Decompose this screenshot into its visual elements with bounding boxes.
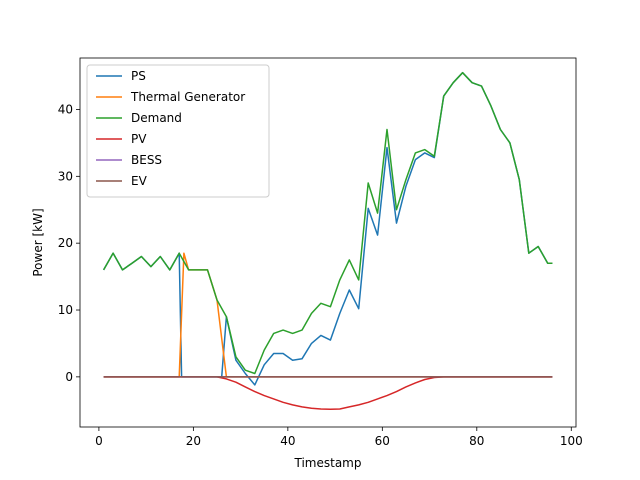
x-tick-label: 20 <box>186 434 201 448</box>
x-tick-label: 0 <box>95 434 103 448</box>
y-axis: 0 10 20 30 40 <box>58 102 80 384</box>
plot-frame <box>79 57 577 428</box>
series-layer <box>102 71 553 411</box>
y-tick-label: 40 <box>58 102 73 116</box>
y-tick-label: 30 <box>58 169 73 183</box>
legend-label: Demand <box>131 111 182 125</box>
y-tick-label: 20 <box>58 236 73 250</box>
legend-label: Thermal Generator <box>130 90 245 104</box>
legend-label: PS <box>131 69 146 83</box>
x-axis-label: Timestamp <box>294 456 362 470</box>
x-tick-label: 80 <box>469 434 484 448</box>
x-tick-label: 100 <box>560 434 583 448</box>
legend-label: PV <box>131 132 147 146</box>
legend-label: EV <box>131 174 148 188</box>
y-axis-label: Power [kW] <box>31 208 45 276</box>
legend-label: BESS <box>131 153 162 167</box>
x-tick-label: 60 <box>375 434 390 448</box>
y-tick-label: 0 <box>65 370 73 384</box>
y-tick-label: 10 <box>58 303 73 317</box>
x-tick-label: 40 <box>280 434 295 448</box>
series-line-demand <box>102 71 553 375</box>
legend: PS Thermal Generator Demand PV BESS EV <box>86 64 270 198</box>
x-axis: 0 20 40 60 80 100 <box>95 427 583 448</box>
legend-box <box>86 64 270 198</box>
